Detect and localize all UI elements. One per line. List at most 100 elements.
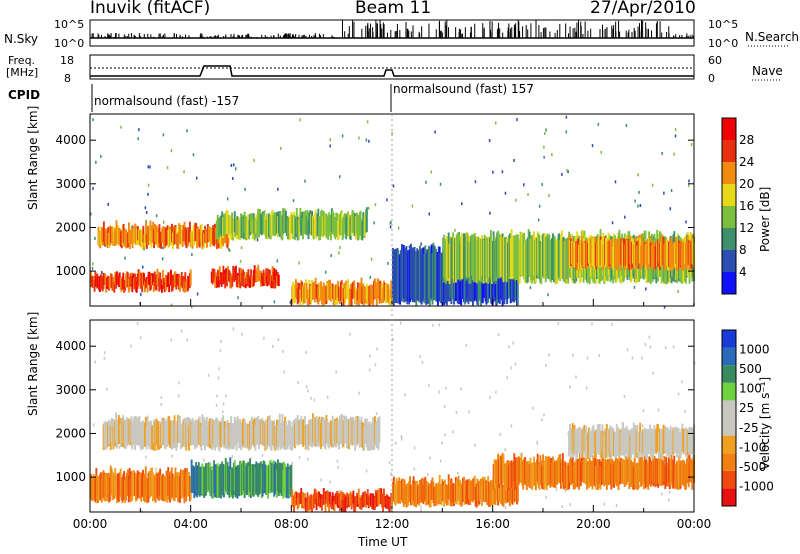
heatmap-cell	[217, 276, 220, 288]
heatmap-cell	[152, 273, 154, 285]
colorbar-segment	[722, 250, 736, 272]
speckle	[564, 489, 567, 493]
speckle	[337, 465, 339, 469]
speckle	[460, 387, 462, 391]
speckle	[504, 191, 507, 195]
speckle	[191, 253, 193, 257]
heatmap-cell	[140, 273, 143, 289]
speckle	[166, 166, 169, 170]
heatmap-cell	[188, 221, 191, 242]
speckle	[230, 163, 233, 167]
colorbar-segment	[722, 347, 736, 366]
speckle	[120, 125, 122, 129]
speckle	[400, 437, 403, 441]
speckle	[387, 261, 389, 265]
speckle	[232, 163, 235, 167]
heatmap-cell	[217, 269, 219, 283]
nsky-spikes	[89, 20, 694, 38]
x-tick-label: 04:00	[173, 517, 208, 531]
y-tick-label: 2000	[55, 426, 86, 440]
colorbar-tick-label: 20	[739, 177, 754, 191]
heatmap-cell	[231, 276, 234, 287]
power-colorbar: 28 24 20 16 12 8 4	[721, 117, 754, 295]
speckle	[551, 153, 553, 157]
speckle	[684, 410, 686, 414]
y-tick-label: 3000	[55, 383, 86, 397]
speckle	[291, 461, 293, 465]
colorbar-tick-label: 28	[739, 133, 754, 147]
speckle	[297, 381, 299, 385]
speckle	[222, 410, 224, 414]
x-tick-label: 12:00	[375, 517, 410, 531]
speckle	[390, 220, 392, 224]
speckle	[143, 247, 145, 251]
speckle	[94, 236, 96, 240]
x-tick-label: 08:00	[274, 517, 309, 531]
speckle	[92, 187, 94, 191]
speckle	[186, 129, 188, 133]
speckle	[161, 257, 164, 261]
colorbar-tick-label: 8	[739, 243, 747, 257]
speckle	[543, 413, 545, 417]
speckle	[261, 305, 263, 309]
speckle	[575, 375, 577, 379]
speckle	[145, 220, 147, 224]
y-tick-label: 4000	[55, 339, 86, 353]
speckle	[142, 265, 144, 269]
speckle	[614, 180, 617, 184]
y-tick-label: 1000	[55, 264, 86, 278]
speckle	[366, 120, 369, 124]
colorbar-segment	[722, 118, 736, 140]
speckle	[341, 134, 344, 138]
speckle	[429, 456, 431, 460]
speckle	[420, 508, 422, 512]
heatmap-cell	[265, 268, 268, 283]
colorbar-segment	[722, 400, 736, 418]
speckle	[434, 130, 436, 134]
speckle	[277, 187, 279, 191]
station-title: Inuvik (fitACF)	[90, 0, 211, 18]
speckle	[91, 266, 94, 270]
heatmap-cell	[389, 499, 392, 511]
colorbar-segment	[722, 228, 736, 250]
heatmap-cell	[250, 269, 253, 281]
speckle	[192, 153, 195, 157]
speckle	[339, 246, 341, 250]
speckle	[474, 443, 476, 447]
heatmap-cell	[383, 488, 385, 504]
speckle	[218, 367, 220, 371]
speckle	[374, 363, 377, 367]
heatmap-cell	[152, 282, 155, 292]
speckle	[232, 327, 235, 331]
speckle	[489, 395, 491, 399]
speckle	[367, 206, 370, 210]
speckle	[661, 151, 663, 155]
speckle	[392, 184, 395, 188]
freq-tick-bottom: 8	[64, 72, 71, 85]
heatmap-cell	[270, 275, 273, 289]
y-tick-label: 2000	[55, 220, 86, 234]
colorbar-segment	[722, 382, 736, 401]
colorbar-segment	[722, 272, 736, 294]
colorbar-segment	[722, 206, 736, 228]
speckle	[649, 345, 652, 349]
speckle	[544, 131, 546, 135]
speckle	[573, 280, 575, 284]
axes: 1000 2000 3000 4000 1000 2000 3000 4000 00:00 04:…	[55, 114, 711, 531]
speckle	[222, 402, 225, 406]
speckle	[226, 197, 229, 201]
speckle	[90, 212, 92, 216]
speckle	[92, 262, 94, 266]
speckle	[338, 489, 340, 493]
speckle	[408, 245, 411, 249]
speckle	[645, 287, 647, 291]
speckle	[209, 461, 212, 465]
speckle	[180, 329, 183, 333]
speckle	[365, 138, 368, 142]
nave-label: Nave	[752, 64, 783, 78]
speckle	[145, 455, 147, 459]
date-title: 27/Apr/2010	[590, 0, 696, 18]
speckle	[375, 412, 378, 416]
power-ylabel: Slant Range [km]	[26, 105, 40, 210]
speckle	[330, 253, 332, 257]
